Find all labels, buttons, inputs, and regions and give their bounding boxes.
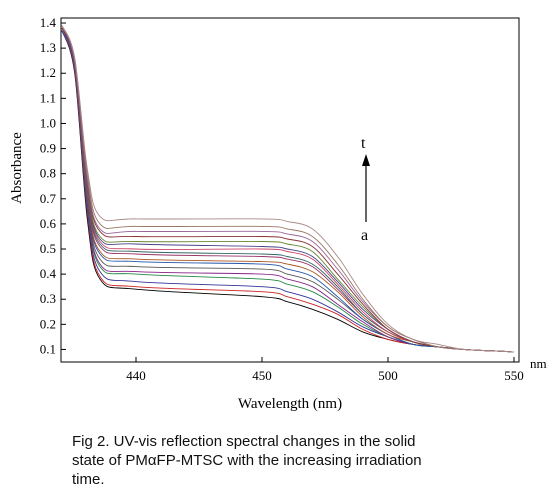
y-axis-title: Absorbance — [9, 132, 25, 204]
series-line-13 — [61, 27, 515, 353]
series-line-14 — [61, 27, 515, 353]
series-line-1 — [61, 30, 515, 353]
series-line-17 — [61, 25, 515, 353]
y-tick-label: 0.6 — [40, 216, 57, 231]
series-line-6 — [61, 30, 515, 353]
x-tick-label: 550 — [504, 368, 524, 383]
plot-frame — [60, 17, 520, 363]
spectrum-chart: 0.1 0.2 0.3 0.4 0.5 0.6 0.7 0.8 0.9 1.0 1.1 1.2 1.3 1… — [9, 15, 547, 412]
series-line-3 — [61, 30, 515, 353]
series-layer — [61, 25, 515, 353]
y-tick-label: 0.4 — [40, 266, 57, 281]
y-tick-label: 1.3 — [40, 40, 56, 55]
x-axis-title: Wavelength (nm) — [238, 396, 342, 412]
series-line-8 — [61, 27, 515, 353]
x-tick-label: 500 — [378, 368, 398, 383]
series-line-9 — [61, 27, 515, 353]
caption-line-1: Fig 2. UV-vis reflection spectral change… — [72, 433, 416, 450]
series-line-10 — [61, 27, 515, 353]
annotation-a: a — [361, 227, 368, 244]
series-line-2 — [61, 30, 515, 353]
x-tick-label: 450 — [252, 368, 272, 383]
y-axis-ticks: 0.1 0.2 0.3 0.4 0.5 0.6 0.7 0.8 0.9 1.0 1.1 1.2 1.3 1… — [40, 15, 66, 356]
series-line-12 — [61, 27, 515, 353]
y-tick-label: 0.5 — [40, 241, 56, 256]
x-tick-label: 440 — [126, 368, 146, 383]
plot-area — [60, 17, 520, 363]
y-tick-label: 1.0 — [40, 115, 56, 130]
x-axis-unit: nm — [530, 356, 547, 371]
caption-line-3: time. — [72, 471, 105, 488]
series-line-7 — [61, 30, 515, 353]
series-line-16 — [61, 25, 515, 353]
y-tick-label: 0.9 — [40, 141, 56, 156]
series-line-4 — [61, 30, 515, 353]
trend-arrow-head — [362, 154, 370, 166]
y-tick-label: 1.1 — [40, 90, 56, 105]
y-tick-label: 0.3 — [40, 291, 56, 306]
y-tick-label: 0.1 — [40, 341, 56, 356]
annotation-t: t — [361, 135, 366, 152]
caption-line-2: state of PMαFP-MTSC with the increasing … — [72, 452, 422, 469]
y-tick-label: 1.4 — [40, 15, 57, 30]
figure-caption: Fig 2. UV-vis reflection spectral change… — [72, 432, 542, 489]
x-axis-ticks: 440 450 500 550 — [126, 357, 524, 383]
y-tick-label: 0.8 — [40, 166, 56, 181]
y-tick-label: 1.2 — [40, 65, 56, 80]
series-line-15 — [61, 25, 515, 353]
y-tick-label: 0.2 — [40, 316, 56, 331]
series-line-5 — [61, 30, 515, 353]
series-line-11 — [61, 27, 515, 353]
y-tick-label: 0.7 — [40, 191, 57, 206]
